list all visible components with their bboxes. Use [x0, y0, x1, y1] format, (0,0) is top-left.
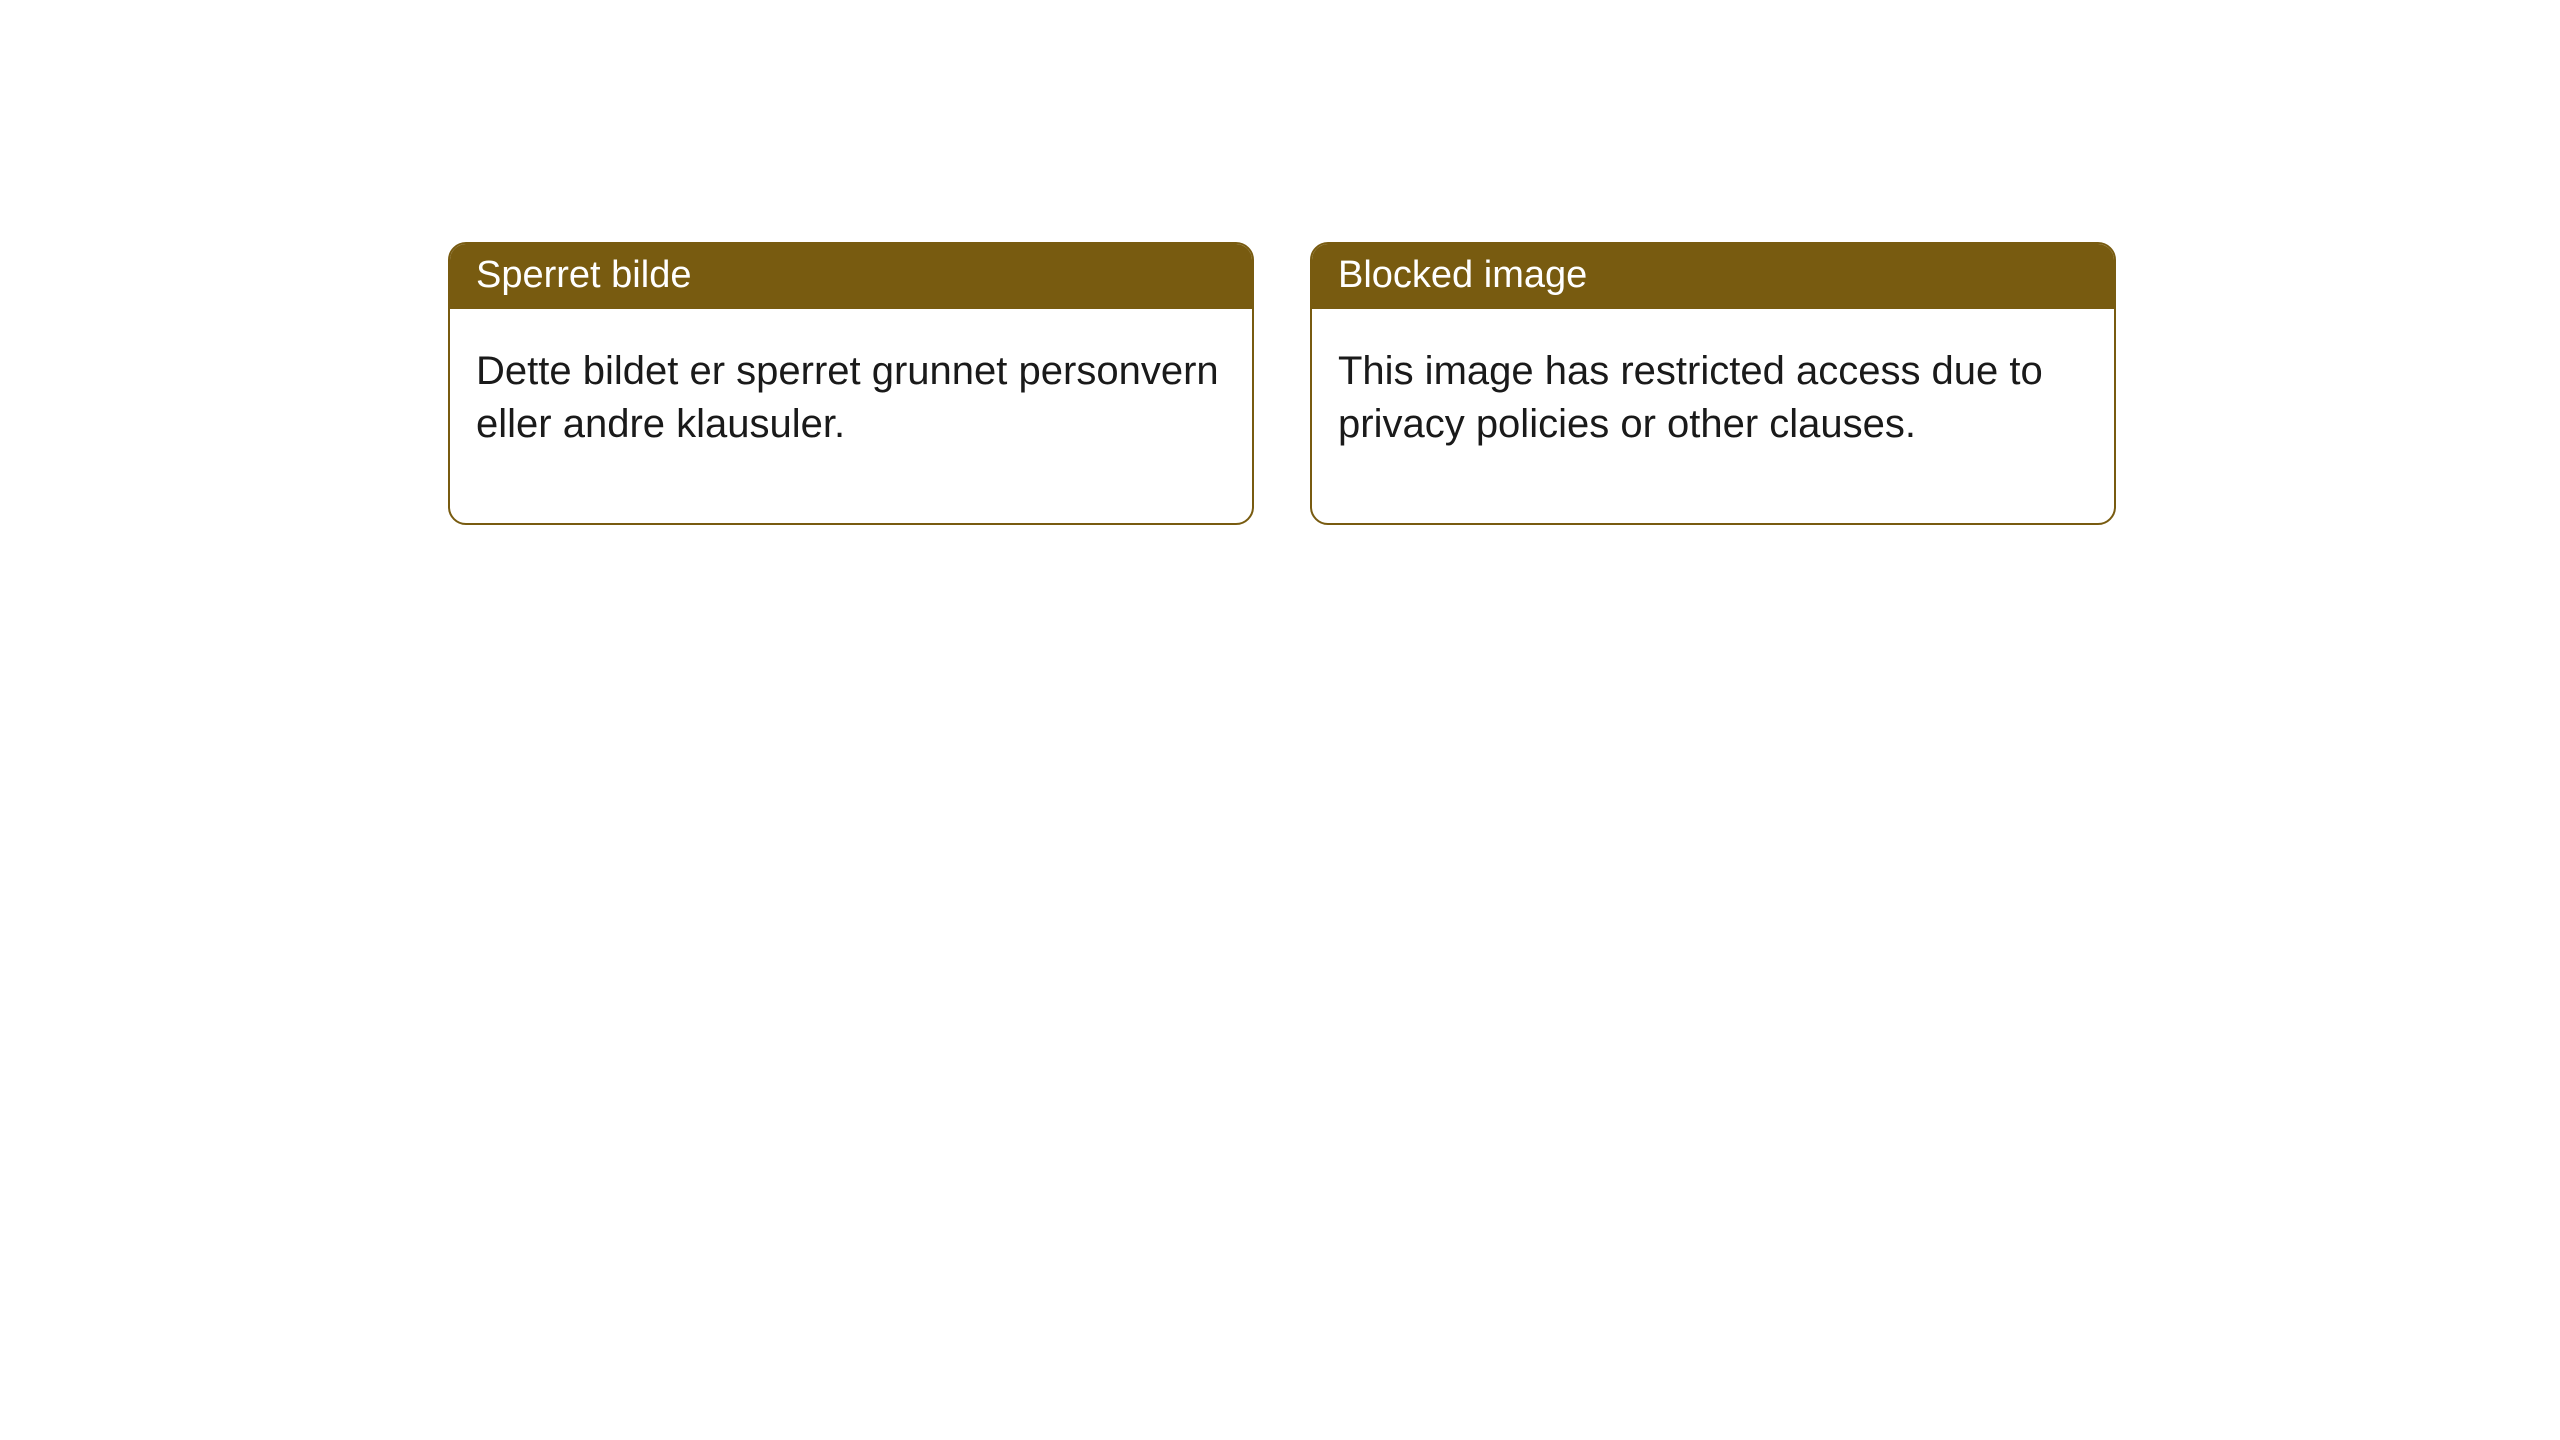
notice-title: Sperret bilde — [476, 254, 691, 296]
notice-card-english: Blocked image This image has restricted … — [1310, 242, 2116, 525]
notice-body: This image has restricted access due to … — [1312, 309, 2114, 481]
notice-header: Sperret bilde — [450, 244, 1252, 309]
notice-message: This image has restricted access due to … — [1338, 349, 2043, 446]
notice-container: Sperret bilde Dette bildet er sperret gr… — [0, 0, 2560, 525]
notice-header: Blocked image — [1312, 244, 2114, 309]
notice-title: Blocked image — [1338, 254, 1587, 296]
notice-message: Dette bildet er sperret grunnet personve… — [476, 349, 1219, 446]
notice-body: Dette bildet er sperret grunnet personve… — [450, 309, 1252, 523]
notice-card-norwegian: Sperret bilde Dette bildet er sperret gr… — [448, 242, 1254, 525]
